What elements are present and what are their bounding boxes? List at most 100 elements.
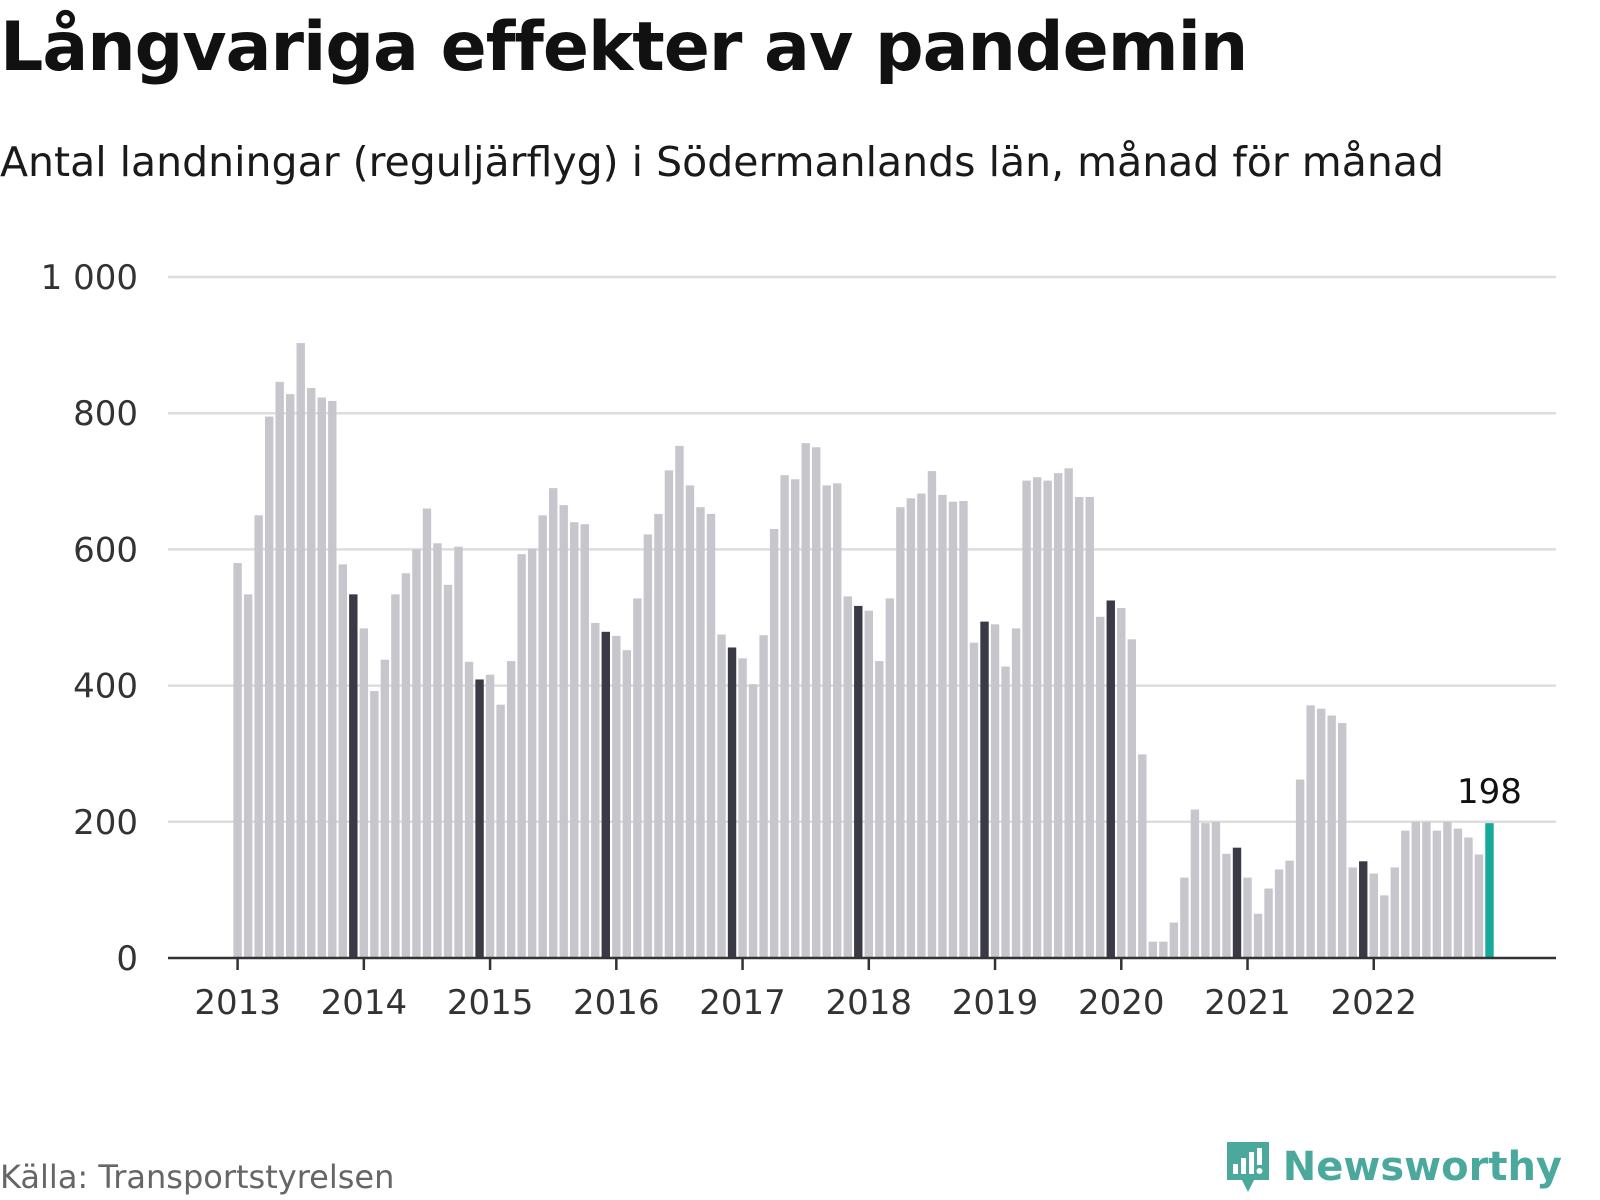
bar (570, 522, 579, 958)
x-tick-label: 2018 (826, 983, 913, 1023)
bar (1474, 854, 1484, 958)
bar (296, 343, 305, 958)
bar (1285, 860, 1294, 958)
bar (1148, 941, 1158, 958)
bar (885, 598, 895, 958)
bar (875, 661, 884, 958)
bar (801, 443, 810, 958)
bar (591, 622, 600, 958)
bar (717, 634, 726, 958)
bar (1274, 869, 1284, 958)
bar (1432, 830, 1442, 958)
bar (980, 621, 989, 958)
bar (906, 498, 916, 958)
bar (727, 647, 737, 958)
bar (748, 684, 758, 958)
bar (1306, 705, 1315, 958)
bar (896, 507, 905, 958)
bar (664, 470, 674, 958)
bar (1064, 468, 1073, 958)
bar (938, 494, 947, 958)
bar (1159, 941, 1168, 958)
bar (254, 515, 263, 958)
x-tick-label: 2014 (321, 983, 408, 1023)
chart-title: Långvariga effekter av pandemin (0, 8, 1248, 87)
bar (549, 488, 558, 958)
bar (243, 594, 253, 958)
bar (959, 501, 968, 958)
bar (675, 445, 684, 958)
source-note: Källa: Transportstyrelsen (0, 1158, 395, 1196)
brand[interactable]: Newsworthy (1223, 1138, 1562, 1196)
bar (1390, 867, 1399, 958)
bar (433, 543, 442, 958)
bar (370, 691, 379, 958)
bars (233, 343, 1494, 959)
x-tick-label: 2015 (447, 983, 534, 1023)
bar (864, 610, 873, 958)
bar (854, 605, 863, 958)
bar (1127, 639, 1136, 958)
bar (1464, 837, 1473, 958)
y-tick-label: 0 (116, 939, 138, 979)
bar (1106, 600, 1115, 958)
bar (822, 485, 831, 958)
bar (1232, 847, 1242, 958)
bar (1117, 607, 1126, 958)
bar (286, 394, 295, 959)
bar (517, 554, 526, 958)
bar (338, 564, 347, 958)
bar (1001, 666, 1010, 958)
bar (349, 594, 358, 958)
chart-subtitle: Antal landningar (reguljärflyg) i Söderm… (0, 138, 1444, 186)
bar (1243, 877, 1252, 958)
bar (1422, 821, 1431, 958)
bar (580, 524, 589, 958)
bar (706, 513, 716, 958)
bar (1443, 821, 1452, 958)
bar (759, 635, 768, 958)
newsworthy-logo-icon (1226, 1142, 1269, 1192)
bar (538, 515, 547, 958)
bar (622, 650, 632, 958)
bar (685, 485, 695, 958)
bar (769, 528, 779, 958)
brand-name: Newsworthy (1282, 1144, 1562, 1190)
y-tick-label: 200 (73, 803, 138, 843)
bar (1138, 754, 1147, 958)
x-tick-label: 2016 (573, 983, 660, 1023)
bar (1380, 895, 1389, 958)
bar (454, 546, 463, 958)
bar (1011, 628, 1021, 958)
y-axis-ticks: 0 200 400 600 800 1 000 (41, 258, 138, 979)
bar (1485, 823, 1494, 958)
bar (833, 483, 842, 958)
bar (412, 549, 421, 958)
bar (643, 534, 653, 958)
bar (1022, 480, 1031, 958)
bar (496, 704, 505, 958)
y-tick-label: 800 (73, 394, 138, 434)
bar (1338, 723, 1347, 958)
bar (443, 584, 453, 958)
x-tick-label: 2019 (952, 983, 1039, 1023)
bar (843, 596, 852, 958)
bar (927, 471, 937, 958)
y-tick-label: 600 (73, 530, 138, 570)
bar (307, 388, 316, 958)
bar (328, 400, 337, 958)
bar (1327, 715, 1336, 958)
bar (1348, 867, 1357, 958)
x-tick-label: 2017 (699, 983, 786, 1023)
bar (633, 598, 642, 958)
bar (969, 642, 979, 958)
bar (359, 628, 369, 958)
bar (612, 635, 621, 958)
bar (1453, 828, 1463, 958)
bar (696, 507, 705, 958)
bar (422, 508, 432, 958)
bar (1085, 496, 1094, 958)
bar (475, 679, 484, 958)
bar (1169, 922, 1179, 958)
